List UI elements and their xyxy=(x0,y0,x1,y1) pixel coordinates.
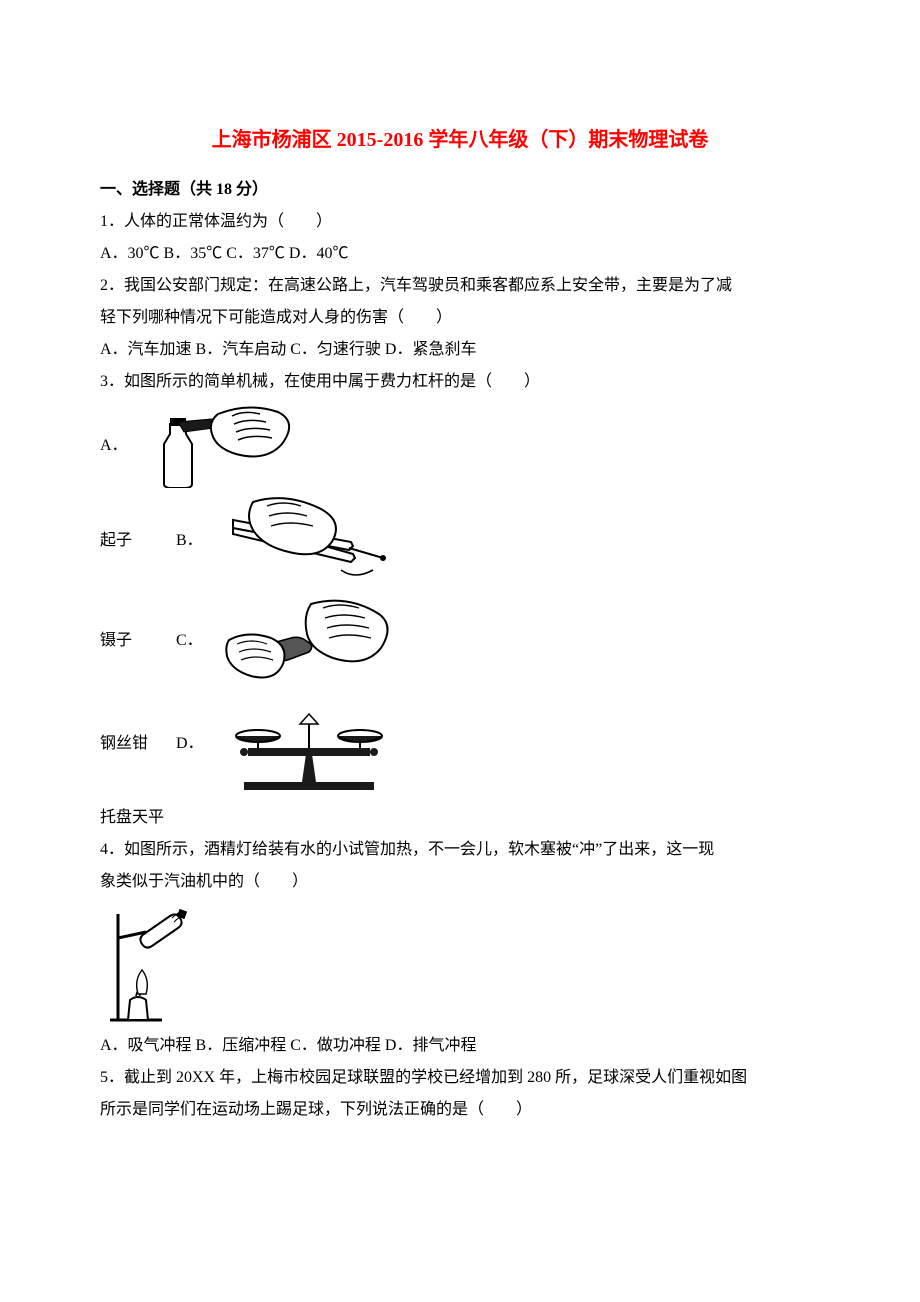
q3-d-label: D． xyxy=(176,728,204,760)
q3-option-b-row: 起子 B． xyxy=(100,494,820,588)
q2-stem-line1: 2．我国公安部门规定：在高速公路上，汽车驾驶员和乘客都应系上安全带，主要是为了减 xyxy=(100,270,820,302)
q4-stem-line1: 4．如图所示，酒精灯给装有水的小试管加热，不一会儿，软木塞被“冲”了出来，这一现 xyxy=(100,834,820,866)
q3-b-caption: 镊子 xyxy=(100,625,156,657)
q5-stem-line1: 5．截止到 20XX 年，上梅市校园足球联盟的学校已经增加到 280 所，足球深… xyxy=(100,1062,820,1094)
q4-figure-row xyxy=(100,904,820,1024)
q3-c-caption: 钢丝钳 xyxy=(100,728,156,760)
alcohol-burner-icon xyxy=(100,904,192,1024)
q3-a-caption: 起子 xyxy=(100,525,156,557)
q3-option-d-row: 钢丝钳 D． xyxy=(100,694,820,794)
bottle-opener-icon xyxy=(148,404,298,488)
q3-c-label: C． xyxy=(176,625,203,657)
q1-stem: 1．人体的正常体温约为（ ） xyxy=(100,206,820,238)
q4-options: A．吸气冲程 B．压缩冲程 C．做功冲程 D．排气冲程 xyxy=(100,1030,820,1062)
q5-stem-line2: 所示是同学们在运动场上踢足球，下列说法正确的是（ ） xyxy=(100,1094,820,1126)
q3-d-caption: 托盘天平 xyxy=(100,802,820,834)
q3-b-label: B． xyxy=(176,525,203,557)
q3-a-label: A． xyxy=(100,430,128,462)
balance-scale-icon xyxy=(224,694,394,794)
q3-option-c-row: 镊子 C． xyxy=(100,594,820,688)
pliers-icon xyxy=(223,594,393,688)
tweezers-icon xyxy=(223,494,393,588)
q2-options: A．汽车加速 B．汽车启动 C．匀速行驶 D．紧急刹车 xyxy=(100,334,820,366)
q2-stem-line2: 轻下列哪种情况下可能造成对人身的伤害（ ） xyxy=(100,302,820,334)
section-1-header: 一、选择题（共 18 分） xyxy=(100,174,820,206)
q3-stem: 3．如图所示的简单机械，在使用中属于费力杠杆的是（ ） xyxy=(100,366,820,398)
q1-options: A．30℃ B．35℃ C．37℃ D．40℃ xyxy=(100,238,820,270)
page-title: 上海市杨浦区 2015-2016 学年八年级（下）期末物理试卷 xyxy=(100,120,820,160)
q3-option-a-row: A． xyxy=(100,404,820,488)
q4-stem-line2: 象类似于汽油机中的（ ） xyxy=(100,866,820,898)
